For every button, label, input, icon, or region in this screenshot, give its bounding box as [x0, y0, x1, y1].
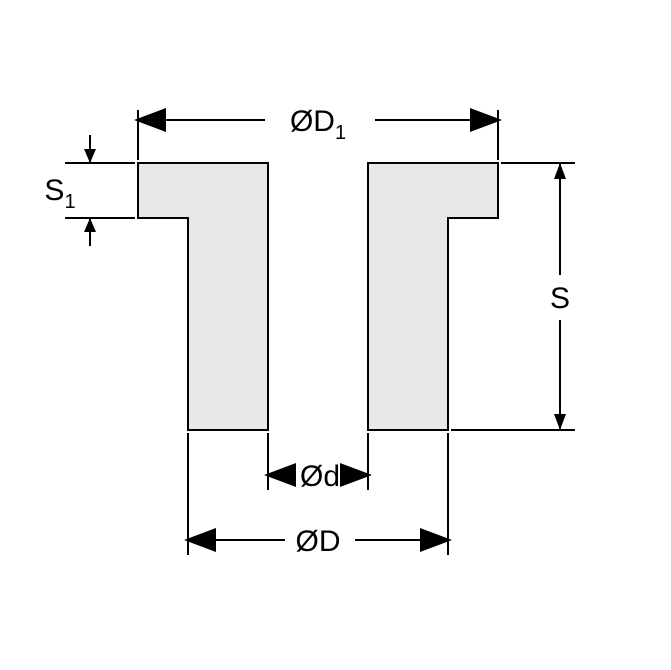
label-d: Ød — [300, 460, 340, 493]
dimension-d: Ød — [268, 433, 368, 493]
label-D1: ØD — [290, 105, 335, 138]
label-S1-sub: 1 — [64, 191, 75, 213]
svg-text:S1: S1 — [44, 174, 75, 213]
label-S1: S — [44, 174, 64, 207]
label-D: ØD — [296, 525, 341, 558]
svg-text:ØD1: ØD1 — [290, 105, 346, 144]
label-D1-sub: 1 — [335, 122, 346, 144]
bushing-diagram: ØD1 S1 S Ød ØD — [0, 0, 671, 670]
section-right — [368, 163, 498, 430]
label-S: S — [550, 282, 570, 315]
dimension-D: ØD — [188, 433, 448, 558]
section-left — [138, 163, 268, 430]
dimension-D1: ØD1 — [138, 105, 498, 160]
dimension-S1: S1 — [44, 135, 135, 246]
